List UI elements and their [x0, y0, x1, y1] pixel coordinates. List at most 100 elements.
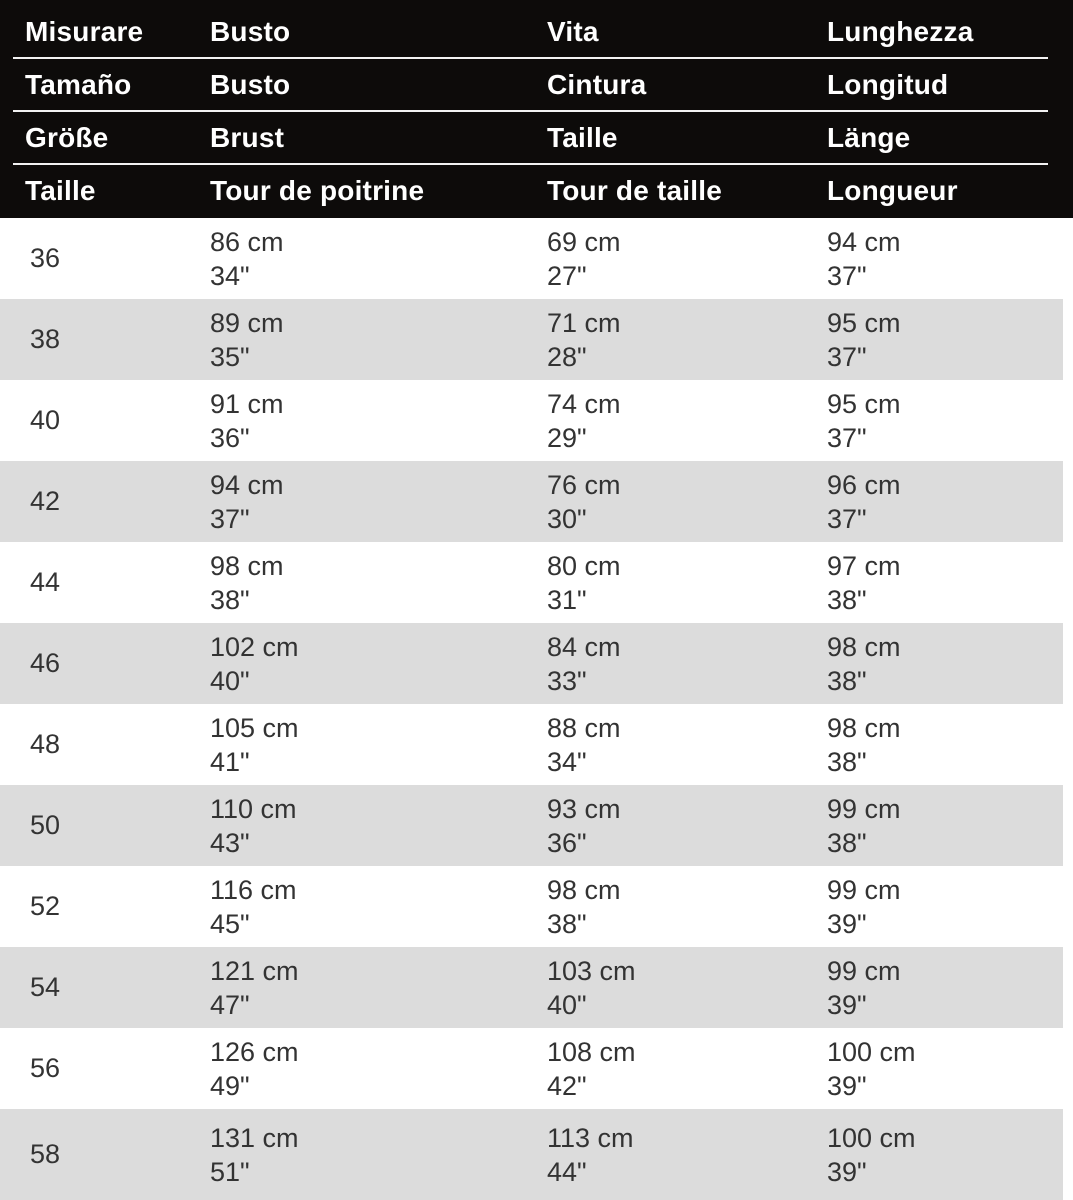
- length-inches: 39": [827, 908, 867, 939]
- length-value: 98 cm 38": [820, 630, 1063, 698]
- length-inches: 37": [827, 503, 867, 534]
- header-cell-waist: Tour de taille: [547, 174, 722, 206]
- waist-inches: 33": [547, 665, 587, 696]
- header-cell-size: Größe: [25, 121, 109, 153]
- bust-value: 110 cm 43": [185, 792, 540, 860]
- length-inches: 39": [827, 989, 867, 1020]
- length-inches: 39": [827, 1156, 867, 1187]
- header-cell-size: Taille: [25, 174, 96, 206]
- header-row-french: Taille Tour de poitrine Tour de taille L…: [0, 165, 1073, 216]
- length-cm: 99 cm: [827, 874, 901, 905]
- table-row-size-44: 44 98 cm 38" 80 cm 31" 97 cm 38": [0, 542, 1073, 623]
- length-cm: 100 cm: [827, 1036, 916, 1067]
- waist-cm: 84 cm: [547, 631, 621, 662]
- header-cell-waist: Taille: [547, 121, 618, 153]
- waist-value: 69 cm 27": [540, 225, 820, 293]
- header-cell-length: Länge: [827, 121, 911, 153]
- bust-value: 121 cm 47": [185, 954, 540, 1022]
- bust-cm: 126 cm: [210, 1036, 299, 1067]
- waist-inches: 27": [547, 260, 587, 291]
- header-cell-bust: Busto: [210, 15, 291, 47]
- length-cm: 100 cm: [827, 1122, 916, 1153]
- waist-value: 71 cm 28": [540, 306, 820, 374]
- length-value: 95 cm 37": [820, 306, 1063, 374]
- bust-value: 102 cm 40": [185, 630, 540, 698]
- bust-value: 86 cm 34": [185, 225, 540, 293]
- bust-cm: 91 cm: [210, 388, 284, 419]
- waist-cm: 69 cm: [547, 226, 621, 257]
- bust-value: 126 cm 49": [185, 1035, 540, 1103]
- bust-value: 116 cm 45": [185, 873, 540, 941]
- table-row-size-46: 46 102 cm 40" 84 cm 33" 98 cm 38": [0, 623, 1073, 704]
- waist-inches: 44": [547, 1156, 587, 1187]
- bust-inches: 49": [210, 1070, 250, 1101]
- table-header: Misurare Busto Vita Lunghezza Tamaño Bus…: [0, 0, 1073, 218]
- bust-cm: 98 cm: [210, 550, 284, 581]
- length-cm: 95 cm: [827, 388, 901, 419]
- bust-value: 131 cm 51": [185, 1121, 540, 1189]
- bust-inches: 34": [210, 260, 250, 291]
- header-cell-size: Misurare: [25, 15, 144, 47]
- waist-value: 93 cm 36": [540, 792, 820, 860]
- table-body: 36 86 cm 34" 69 cm 27" 94 cm 37" 38 89 c…: [0, 218, 1073, 1200]
- length-cm: 96 cm: [827, 469, 901, 500]
- bust-inches: 36": [210, 422, 250, 453]
- size-value: 54: [30, 972, 61, 1002]
- table-row-size-48: 48 105 cm 41" 88 cm 34" 98 cm 38": [0, 704, 1073, 785]
- table-row-size-36: 36 86 cm 34" 69 cm 27" 94 cm 37": [0, 218, 1073, 299]
- bust-cm: 94 cm: [210, 469, 284, 500]
- bust-inches: 40": [210, 665, 250, 696]
- waist-cm: 88 cm: [547, 712, 621, 743]
- waist-value: 103 cm 40": [540, 954, 820, 1022]
- bust-inches: 43": [210, 827, 250, 858]
- waist-cm: 113 cm: [547, 1122, 634, 1153]
- waist-cm: 74 cm: [547, 388, 621, 419]
- table-row-size-50: 50 110 cm 43" 93 cm 36" 99 cm 38": [0, 785, 1073, 866]
- waist-cm: 80 cm: [547, 550, 621, 581]
- waist-cm: 98 cm: [547, 874, 621, 905]
- bust-cm: 110 cm: [210, 793, 297, 824]
- size-value: 42: [30, 486, 61, 516]
- table-row-size-40: 40 91 cm 36" 74 cm 29" 95 cm 37": [0, 380, 1073, 461]
- length-value: 100 cm 39": [820, 1035, 1063, 1103]
- size-value: 44: [30, 567, 61, 597]
- length-value: 96 cm 37": [820, 468, 1063, 536]
- bust-inches: 37": [210, 503, 250, 534]
- size-value: 46: [30, 648, 61, 678]
- waist-inches: 38": [547, 908, 587, 939]
- bust-cm: 131 cm: [210, 1122, 299, 1153]
- waist-value: 76 cm 30": [540, 468, 820, 536]
- table-row-size-42: 42 94 cm 37" 76 cm 30" 96 cm 37": [0, 461, 1073, 542]
- bust-value: 98 cm 38": [185, 549, 540, 617]
- length-cm: 99 cm: [827, 955, 901, 986]
- header-cell-waist: Vita: [547, 15, 599, 47]
- table-row-size-56: 56 126 cm 49" 108 cm 42" 100 cm 39": [0, 1028, 1073, 1109]
- bust-value: 94 cm 37": [185, 468, 540, 536]
- header-cell-length: Longueur: [827, 174, 958, 206]
- header-divider: [13, 110, 1048, 112]
- size-value: 58: [30, 1139, 61, 1169]
- waist-cm: 71 cm: [547, 307, 621, 338]
- length-cm: 98 cm: [827, 631, 901, 662]
- header-cell-length: Longitud: [827, 68, 949, 100]
- length-value: 95 cm 37": [820, 387, 1063, 455]
- bust-inches: 47": [210, 989, 250, 1020]
- header-divider: [13, 163, 1048, 165]
- bust-cm: 116 cm: [210, 874, 297, 905]
- bust-cm: 121 cm: [210, 955, 299, 986]
- waist-value: 113 cm 44": [540, 1121, 820, 1189]
- table-row-size-58: 58 131 cm 51" 113 cm 44" 100 cm 39": [0, 1109, 1073, 1200]
- bust-value: 91 cm 36": [185, 387, 540, 455]
- header-cell-bust: Busto: [210, 68, 291, 100]
- waist-cm: 108 cm: [547, 1036, 636, 1067]
- length-inches: 37": [827, 341, 867, 372]
- header-cell-length: Lunghezza: [827, 15, 974, 47]
- bust-inches: 41": [210, 746, 250, 777]
- bust-inches: 51": [210, 1156, 250, 1187]
- waist-inches: 28": [547, 341, 587, 372]
- waist-inches: 42": [547, 1070, 587, 1101]
- bust-inches: 45": [210, 908, 250, 939]
- header-cell-bust: Brust: [210, 121, 285, 153]
- waist-cm: 103 cm: [547, 955, 636, 986]
- waist-value: 98 cm 38": [540, 873, 820, 941]
